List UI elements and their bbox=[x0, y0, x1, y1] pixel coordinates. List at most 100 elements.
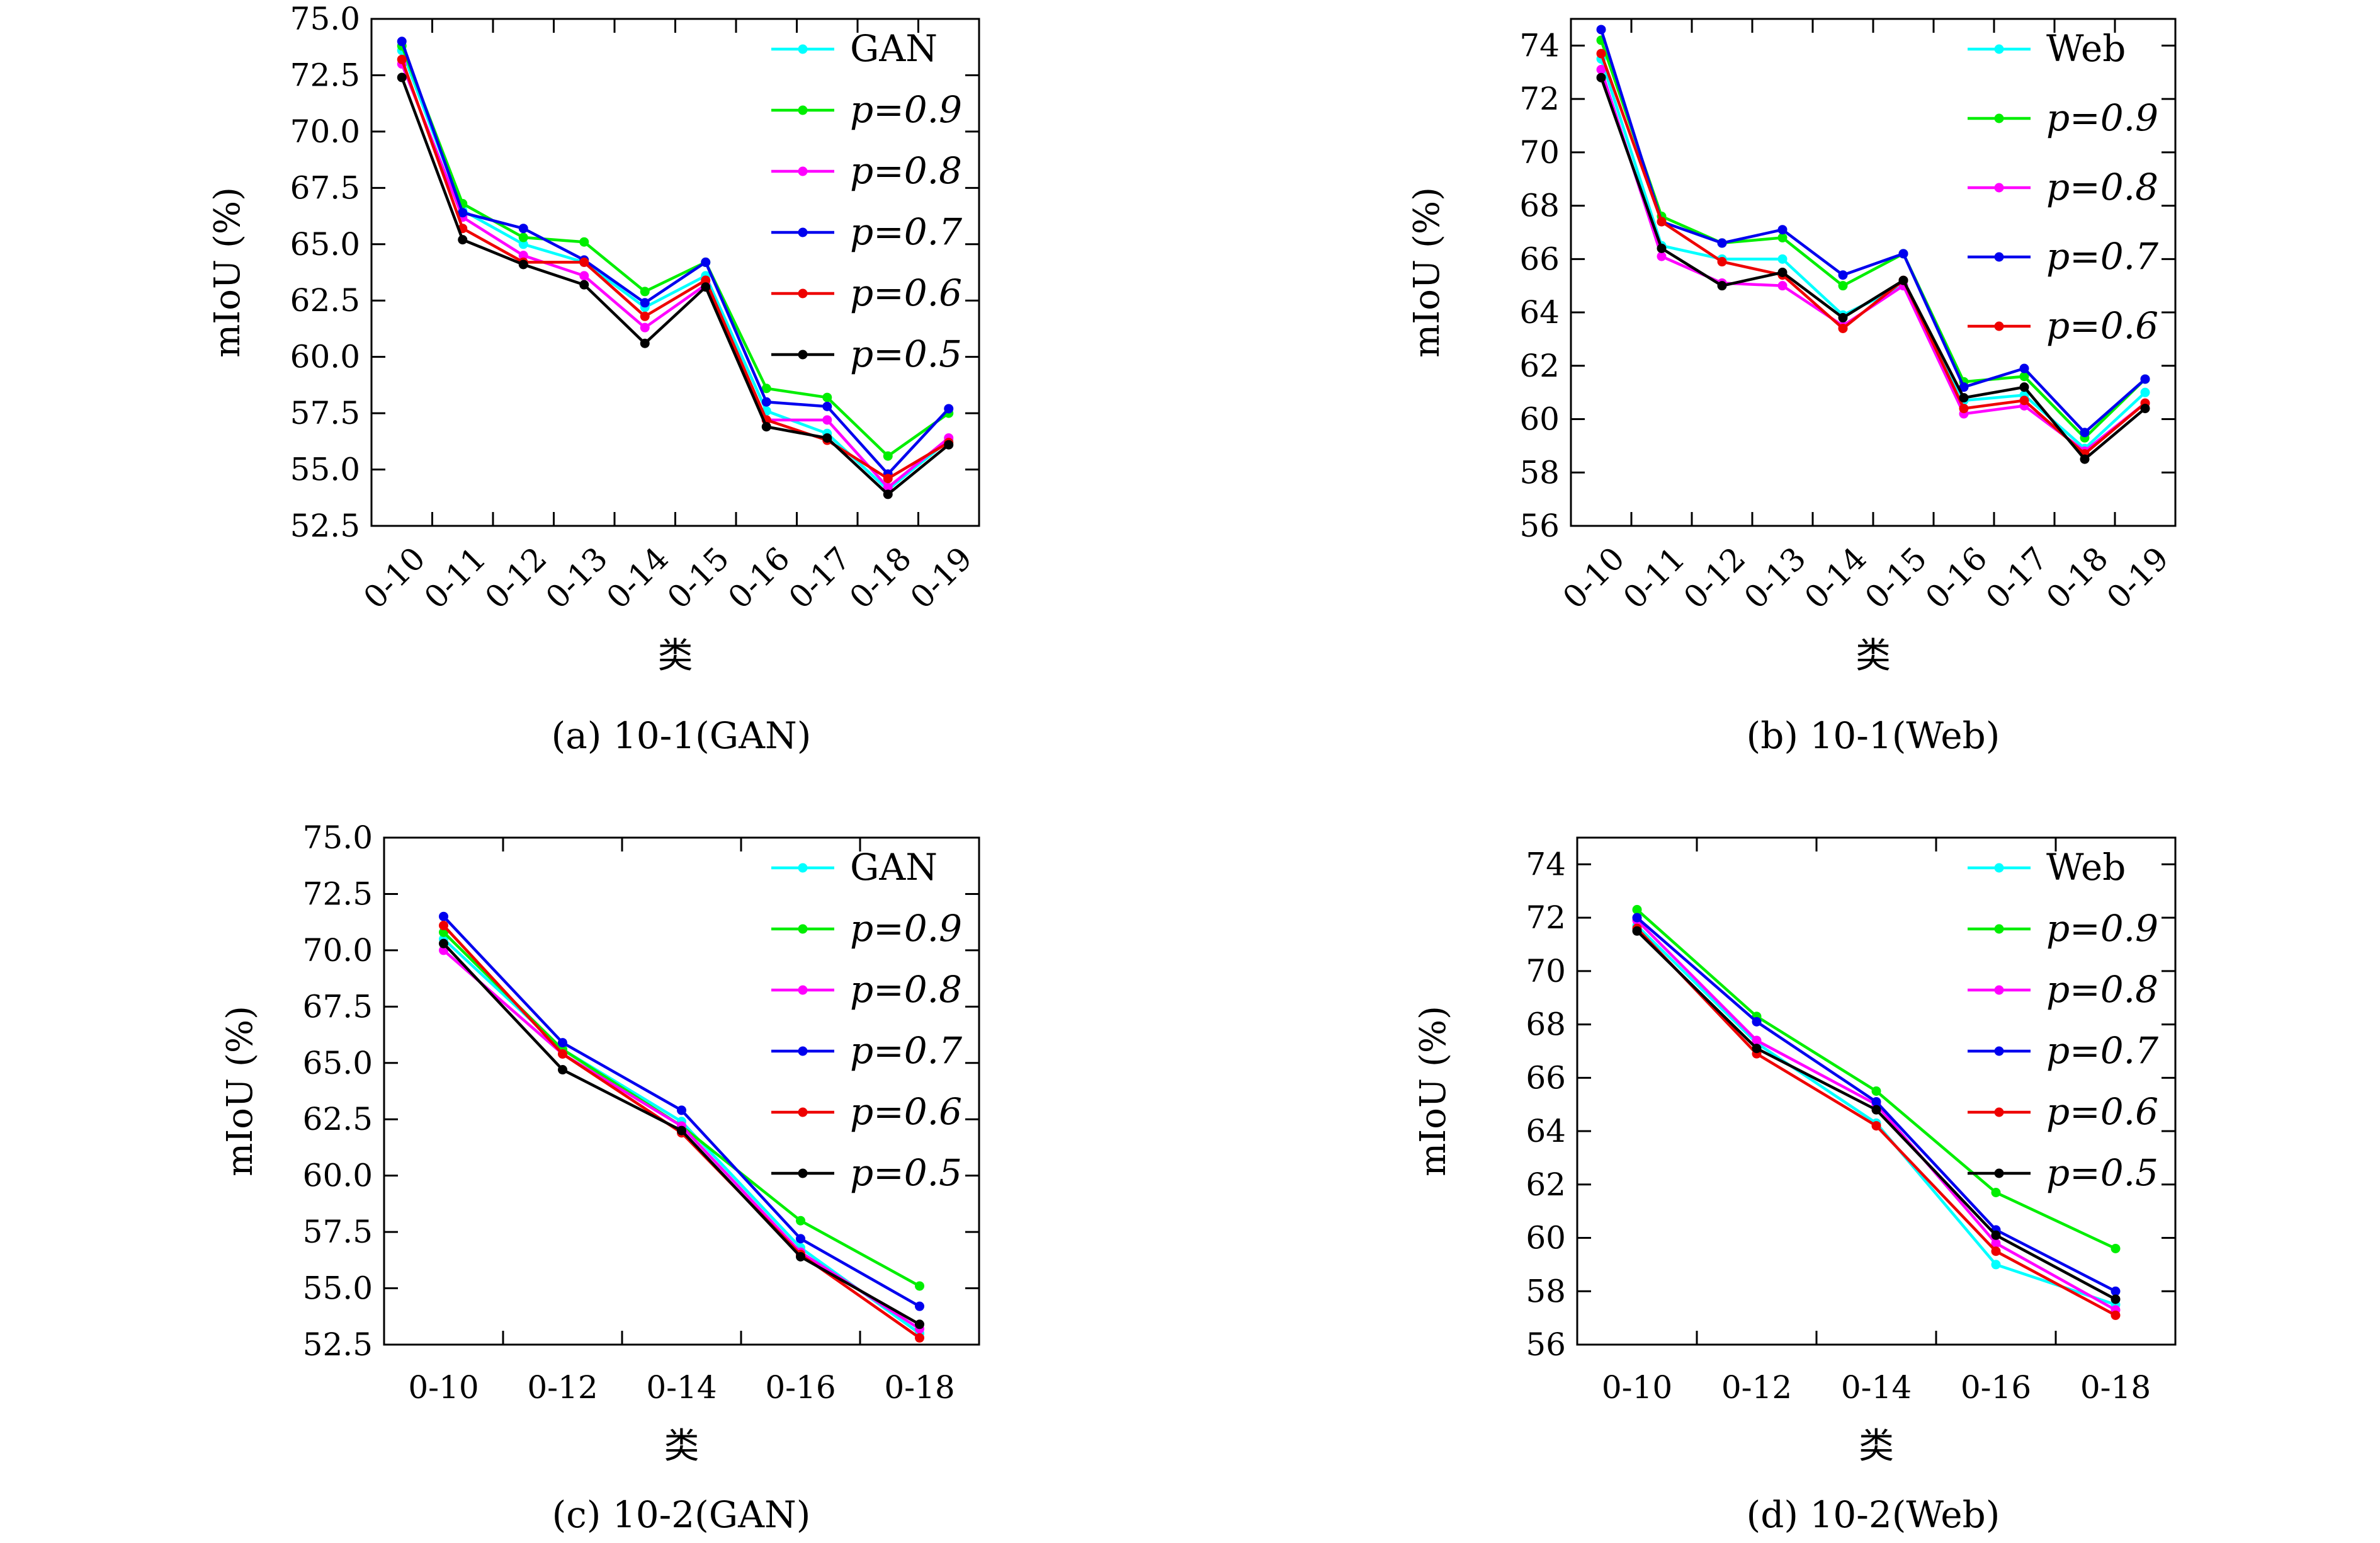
data-point bbox=[1777, 232, 1788, 242]
data-point bbox=[1991, 1230, 2001, 1240]
data-point bbox=[439, 911, 448, 921]
data-point bbox=[2111, 1294, 2121, 1304]
series-p-0-7 bbox=[439, 911, 924, 1311]
data-point bbox=[558, 1065, 567, 1075]
legend-marker bbox=[1994, 924, 2004, 934]
data-point bbox=[518, 224, 528, 234]
y-tick-label: 55.0 bbox=[303, 1270, 373, 1307]
x-tick-label: 0-16 bbox=[765, 1369, 836, 1406]
y-tick-label: 67.5 bbox=[290, 169, 360, 206]
data-point bbox=[397, 54, 407, 64]
data-point bbox=[1657, 251, 1667, 261]
data-point bbox=[883, 482, 893, 493]
y-tick-label: 67.5 bbox=[303, 988, 373, 1025]
legend-entry: p=0.7 bbox=[1968, 235, 2158, 278]
data-point bbox=[1959, 382, 1969, 392]
data-point bbox=[1991, 1260, 2001, 1270]
legend-marker bbox=[1994, 863, 2004, 873]
series-p-0-9 bbox=[1632, 904, 2121, 1253]
data-point bbox=[2019, 396, 2029, 406]
legend-marker bbox=[1994, 985, 2004, 995]
legend-label: p=0.9 bbox=[2046, 96, 2158, 139]
x-tick-label: 0-10 bbox=[1602, 1369, 1672, 1406]
x-axis-title: 类 bbox=[658, 635, 693, 676]
x-tick-label: 0-10 bbox=[1556, 540, 1631, 615]
y-tick-label: 60.0 bbox=[303, 1158, 373, 1194]
data-point bbox=[1777, 254, 1788, 264]
x-tick-label: 0-18 bbox=[2080, 1369, 2151, 1406]
data-point bbox=[2111, 1286, 2121, 1296]
legend-entry: p=0.7 bbox=[771, 1029, 962, 1072]
y-tick-label: 68 bbox=[1526, 1006, 1566, 1043]
data-point bbox=[397, 72, 407, 83]
data-point bbox=[883, 451, 893, 461]
y-tick-label: 74 bbox=[1519, 27, 1560, 64]
data-point bbox=[2111, 1243, 2121, 1253]
series-line bbox=[1599, 53, 2146, 456]
y-tick-label: 62 bbox=[1526, 1166, 1566, 1203]
data-point bbox=[1777, 281, 1788, 291]
y-tick-label: 55.0 bbox=[290, 452, 360, 488]
y-tick-label: 62.5 bbox=[303, 1101, 373, 1137]
data-point bbox=[558, 1038, 567, 1048]
x-tick-label: 0-17 bbox=[782, 540, 858, 615]
legend-label: p=0.8 bbox=[2046, 968, 2158, 1011]
y-tick-label: 65.0 bbox=[303, 1045, 373, 1081]
legend-label: p=0.6 bbox=[2046, 304, 2158, 347]
legend-entry: p=0.6 bbox=[1968, 304, 2158, 347]
y-tick-label: 75.0 bbox=[303, 819, 373, 856]
legend-label: p=0.8 bbox=[850, 149, 962, 192]
y-tick-label: 62 bbox=[1519, 348, 1560, 384]
data-point bbox=[458, 208, 468, 218]
legend-marker bbox=[1994, 1046, 2004, 1056]
x-tick-label: 0-12 bbox=[1721, 1369, 1792, 1406]
x-tick-label: 0-10 bbox=[356, 540, 432, 615]
data-point bbox=[822, 415, 832, 425]
panel-caption: (c) 10-2(GAN) bbox=[552, 1493, 811, 1536]
data-point bbox=[1991, 1246, 2001, 1256]
x-tick-label: 0-14 bbox=[1798, 540, 1873, 615]
series-p-0-5 bbox=[439, 938, 924, 1329]
data-point bbox=[1717, 257, 1727, 267]
y-tick-label: 66 bbox=[1519, 241, 1560, 277]
legend-entry: p=0.6 bbox=[1968, 1090, 2158, 1133]
data-point bbox=[640, 287, 650, 297]
y-tick-label: 58 bbox=[1526, 1273, 1566, 1309]
legend-label: p=0.8 bbox=[850, 968, 962, 1011]
data-point bbox=[796, 1251, 805, 1261]
data-point bbox=[640, 338, 650, 348]
x-tick-label: 0-12 bbox=[527, 1369, 598, 1406]
data-point bbox=[1838, 323, 1848, 333]
legend-entry: p=0.5 bbox=[771, 1151, 962, 1194]
legend-entry: GAN bbox=[771, 27, 938, 70]
y-tick-label: 60 bbox=[1519, 401, 1560, 438]
x-tick-label: 0-12 bbox=[478, 540, 553, 615]
y-axis-title: mIoU (%) bbox=[207, 187, 248, 358]
y-tick-label: 62.5 bbox=[290, 282, 360, 319]
legend-entry: p=0.5 bbox=[771, 333, 962, 375]
series-line bbox=[400, 41, 950, 477]
data-point bbox=[1777, 225, 1788, 235]
y-tick-label: 58 bbox=[1519, 454, 1560, 491]
legend-marker bbox=[1994, 1107, 2004, 1117]
x-tick-label: 0-12 bbox=[1677, 540, 1752, 615]
series-line bbox=[400, 50, 950, 492]
data-point bbox=[1752, 1044, 1762, 1054]
data-point bbox=[796, 1216, 805, 1226]
legend-marker bbox=[798, 863, 808, 873]
data-point bbox=[761, 422, 771, 432]
legend-entry: p=0.8 bbox=[771, 968, 962, 1011]
series-line bbox=[400, 63, 950, 490]
y-tick-label: 68 bbox=[1519, 188, 1560, 224]
y-tick-label: 66 bbox=[1526, 1059, 1566, 1096]
data-point bbox=[2080, 428, 2090, 438]
data-point bbox=[439, 921, 448, 931]
x-tick-label: 0-17 bbox=[1979, 540, 2054, 615]
chart-panel-d: 56 58 60 62 64 66 68 70 72 74 0-10 0-12 0-14 0-16 0-18… bbox=[1413, 836, 2177, 1536]
legend-label: Web bbox=[2046, 27, 2126, 70]
y-tick-label: 70.0 bbox=[303, 932, 373, 969]
legend-entry: p=0.8 bbox=[771, 149, 962, 192]
legend-entry: p=0.6 bbox=[771, 1090, 962, 1133]
data-point bbox=[944, 440, 954, 450]
data-point bbox=[1898, 275, 1908, 285]
